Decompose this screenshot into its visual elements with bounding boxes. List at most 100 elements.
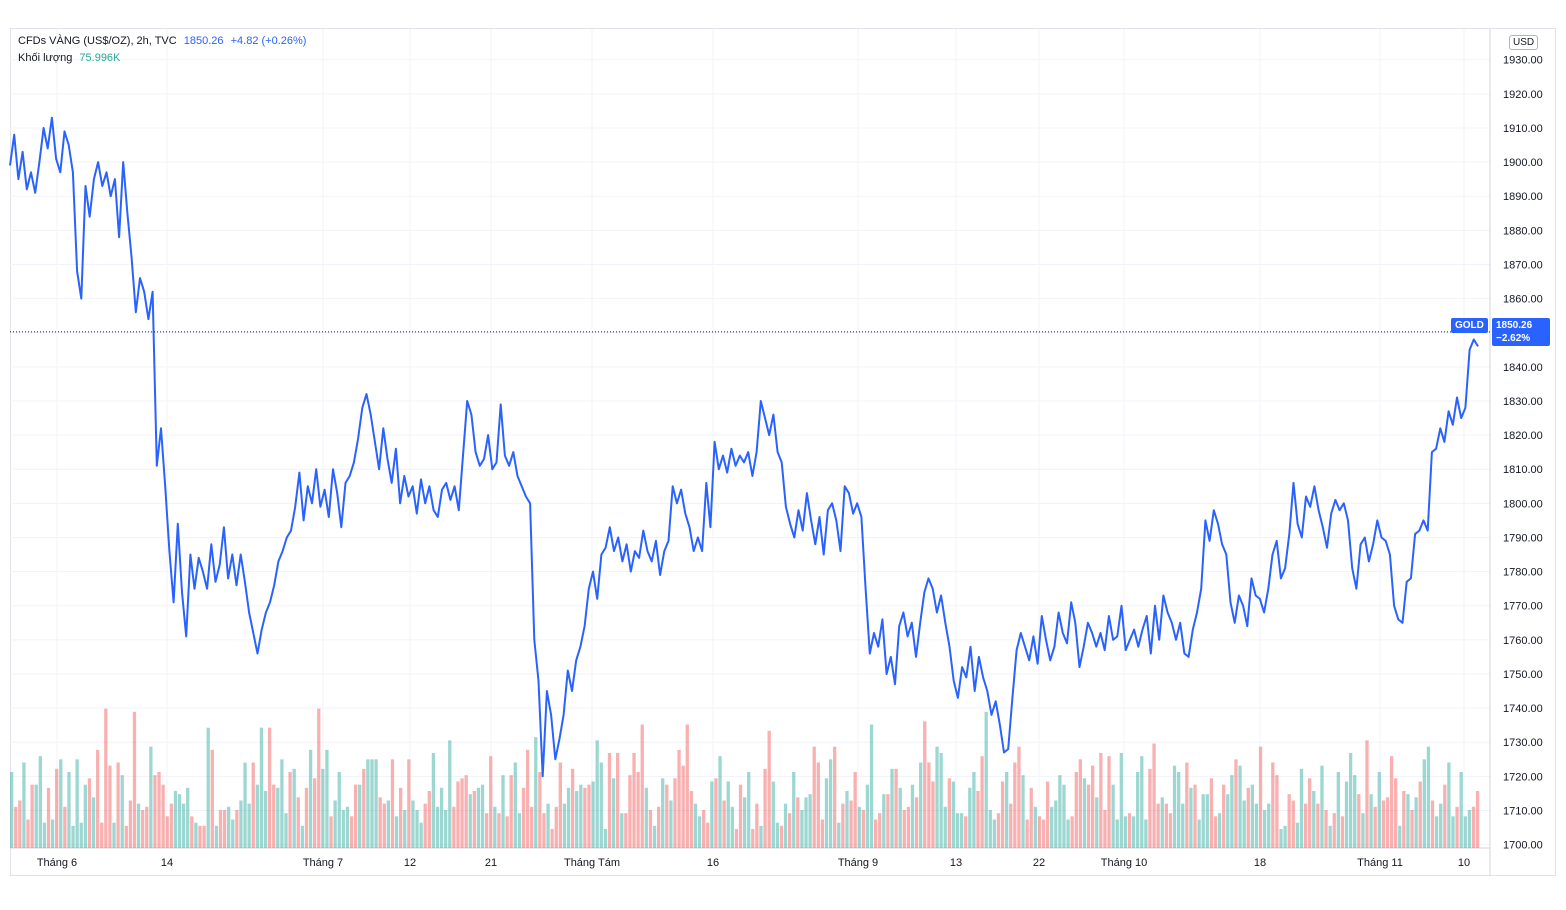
volume-bar (972, 772, 976, 848)
volume-bar (554, 806, 558, 848)
volume-bar (1017, 746, 1021, 848)
volume-bar (329, 816, 333, 848)
volume-bar (730, 806, 734, 848)
volume-bar (992, 819, 997, 848)
volume-bar (951, 781, 956, 848)
volume-bar (136, 803, 141, 848)
volume-bar (403, 810, 407, 848)
volume-bar (67, 772, 71, 848)
volume-bar (91, 797, 96, 848)
volume-bar (202, 825, 206, 848)
volume-bar (1410, 810, 1414, 848)
volume-bar (1463, 816, 1467, 848)
volume-bar (259, 727, 264, 848)
volume-bar (747, 772, 751, 848)
y-tick-label: 1700.00 (1503, 840, 1543, 852)
volume-bar (751, 829, 755, 848)
volume-bar (398, 787, 403, 848)
volume-bar (964, 816, 968, 848)
volume-bar (218, 810, 223, 848)
volume-bar (141, 810, 145, 848)
volume-bar (742, 797, 747, 848)
x-tick-label: Tháng 11 (1357, 857, 1403, 869)
volume-bar (697, 816, 702, 848)
y-tick-label: 1720.00 (1503, 771, 1543, 783)
volume-bar (1041, 819, 1046, 848)
volume-bar (968, 787, 972, 848)
y-tick-label: 1830.00 (1503, 396, 1543, 408)
volume-bar (444, 810, 448, 848)
x-tick-label: 22 (1033, 857, 1045, 869)
volume-bar (1168, 813, 1173, 848)
volume-bar (337, 772, 341, 848)
volume-bar (1246, 787, 1250, 848)
volume-bar (186, 787, 190, 848)
volume-bar (1164, 803, 1169, 848)
volume-bar (313, 778, 317, 848)
volume-bar (1381, 800, 1386, 848)
volume-bar (497, 813, 501, 848)
volume-bar (415, 810, 419, 848)
volume-bar (1258, 746, 1263, 848)
volume-bar (1295, 822, 1300, 848)
volume-bar (1357, 794, 1361, 848)
legend-volume-value: 75.996K (79, 52, 121, 64)
volume-bar (759, 825, 763, 848)
volume-bar (431, 753, 436, 848)
volume-bar (603, 829, 608, 848)
volume-bar (1303, 803, 1308, 848)
price-line (9, 116, 1479, 778)
volume-bar (947, 778, 951, 848)
volume-bar (837, 822, 841, 848)
volume-bar (976, 791, 980, 848)
volume-bar (1058, 775, 1062, 848)
volume-bar (255, 784, 259, 848)
volume-bar (484, 813, 489, 848)
y-tick-label: 1910.00 (1503, 123, 1543, 135)
volume-bar (767, 730, 771, 848)
volume-bar (1000, 781, 1005, 848)
volume-bar (820, 819, 825, 848)
volume-bar (1385, 797, 1390, 848)
volume-bar (1189, 787, 1193, 848)
volume-bar (1389, 756, 1394, 848)
volume-bar (869, 724, 874, 848)
volume-bar (116, 762, 120, 848)
volume-bar (83, 784, 87, 848)
y-tick-label: 1810.00 (1503, 464, 1543, 476)
volume-bar (1475, 791, 1480, 848)
volume-bar (1078, 759, 1083, 848)
volume-bar (300, 825, 305, 848)
volume-bar (714, 778, 718, 848)
volume-bar (878, 813, 882, 848)
volume-bar (128, 800, 133, 848)
volume-bar (480, 784, 485, 848)
currency-button[interactable]: USD (1509, 35, 1539, 50)
volume-bar (353, 784, 358, 848)
volume-bar (1398, 825, 1402, 848)
volume-bar (1242, 800, 1246, 848)
volume-bar (55, 768, 59, 848)
volume-bar (1262, 810, 1267, 848)
volume-bar (38, 756, 42, 848)
volume-bar (1062, 784, 1066, 848)
volume-bar (865, 784, 870, 848)
volume-bar (161, 784, 165, 848)
volume-bar (927, 762, 931, 848)
volume-bar (1091, 765, 1095, 848)
y-tick-label: 1900.00 (1503, 157, 1543, 169)
volume-bar (763, 768, 767, 848)
volume-bar (284, 813, 288, 848)
volume-bar (267, 727, 272, 848)
volume-bar (59, 759, 63, 848)
volume-bar (1299, 768, 1304, 848)
last-price-change: −2.62% (1496, 333, 1531, 344)
volume-bar (783, 803, 788, 848)
volume-bar (1131, 816, 1136, 848)
volume-bar (1250, 784, 1254, 848)
x-tick-label: 14 (161, 857, 173, 869)
y-tick-label: 1840.00 (1503, 362, 1543, 374)
volume-bar (722, 800, 726, 848)
volume-bar (775, 822, 780, 848)
